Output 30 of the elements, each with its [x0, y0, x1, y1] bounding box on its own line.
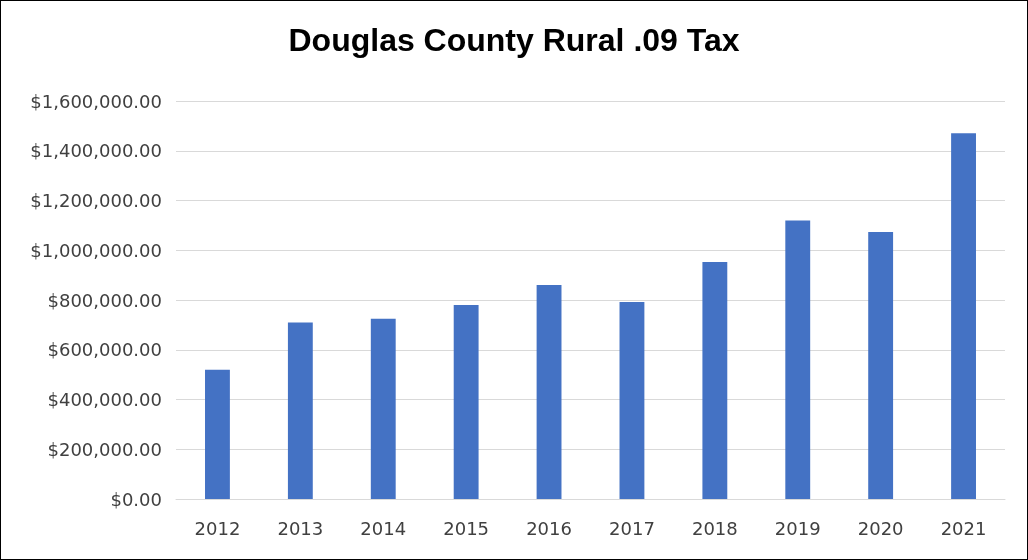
y-tick-label: $1,400,000.00	[30, 140, 162, 162]
bar	[205, 369, 230, 499]
y-tick-label: $800,000.00	[47, 289, 162, 311]
x-tick-label: 2013	[277, 517, 324, 539]
x-tick-label: 2015	[443, 517, 490, 539]
x-tick-label: 2018	[691, 517, 738, 539]
chart-title: Douglas County Rural .09 Tax	[288, 22, 740, 58]
y-tick-label: $600,000.00	[47, 339, 162, 361]
y-tick-label: $200,000.00	[47, 438, 162, 460]
x-tick-label: 2021	[940, 517, 987, 539]
y-tick-label: $1,600,000.00	[30, 90, 162, 112]
bar	[370, 318, 396, 499]
x-tick-label: 2012	[194, 517, 241, 539]
x-tick-label: 2014	[360, 517, 407, 539]
bar	[702, 261, 728, 499]
y-tick-label: $1,000,000.00	[30, 239, 162, 261]
x-tick-label: 2020	[857, 517, 904, 539]
bar	[785, 220, 811, 499]
x-tick-label: 2016	[526, 517, 572, 539]
x-tick-label: 2019	[774, 517, 821, 539]
y-tick-label: $1,200,000.00	[30, 190, 162, 211]
y-tick-label: $400,000.00	[47, 389, 162, 410]
bar	[536, 285, 562, 499]
bar	[951, 133, 976, 499]
x-tick-label: 2017	[609, 517, 655, 539]
bar	[453, 304, 479, 499]
y-tick-label: $0.00	[110, 488, 162, 510]
bar	[619, 301, 645, 499]
bar	[868, 232, 894, 499]
bar	[287, 322, 313, 499]
